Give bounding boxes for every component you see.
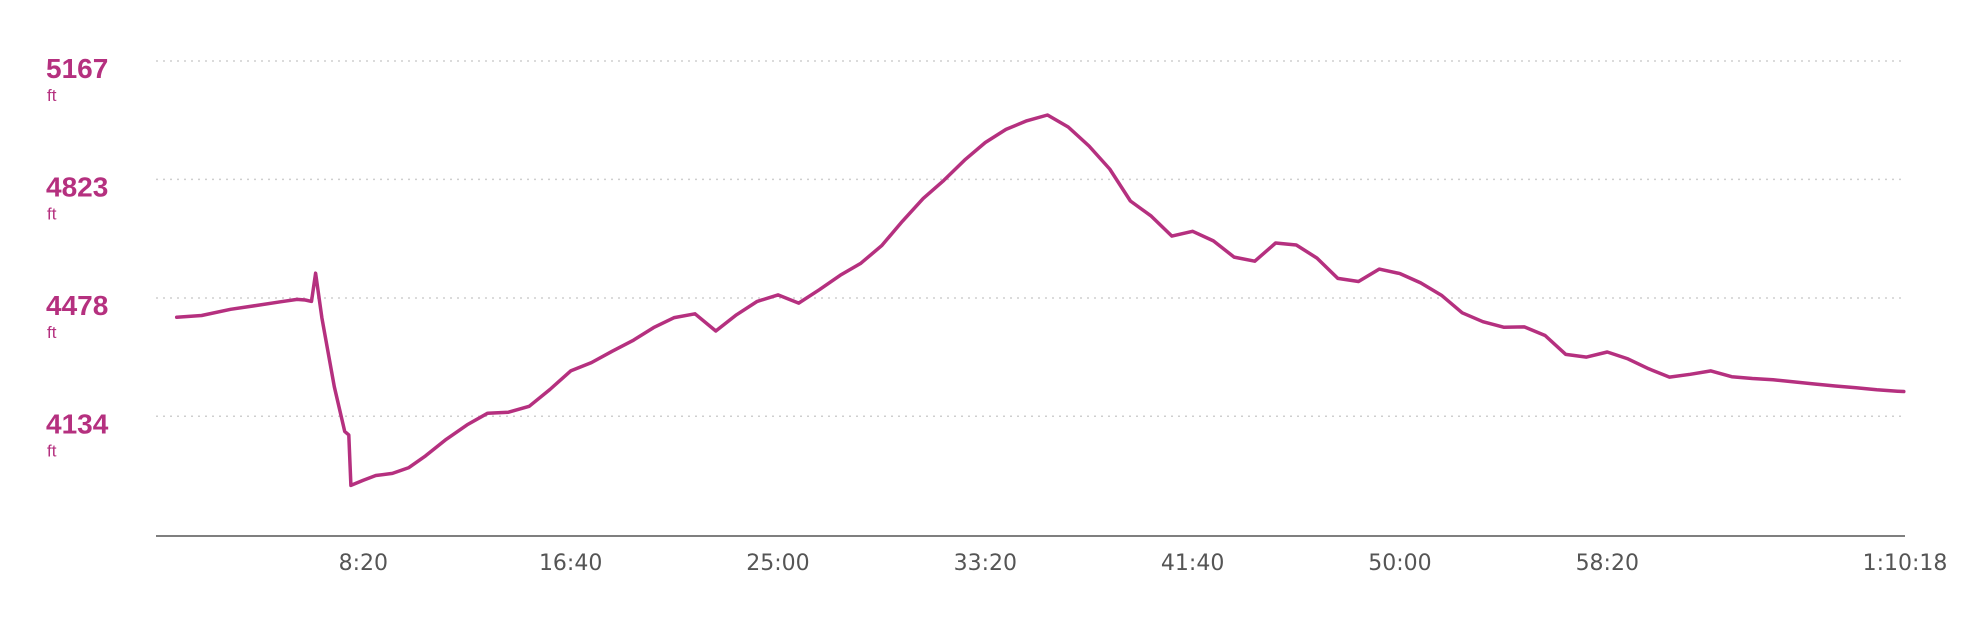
x-tick-label: 58:20 (1576, 551, 1639, 576)
y-tick-unit: ft (47, 441, 57, 460)
elevation-line (174, 113, 1906, 488)
y-tick-label: 4478 (46, 290, 108, 321)
y-tick-unit: ft (47, 323, 57, 342)
y-tick-label: 4134 (46, 408, 109, 439)
x-tick-label: 8:20 (339, 551, 388, 576)
x-tick-label: 1:10:18 (1863, 551, 1948, 576)
y-tick-unit: ft (47, 204, 57, 223)
y-axis-labels: 5167 ft 4823 ft 4478 ft 4134 ft (46, 53, 109, 460)
series-layer (174, 113, 1906, 488)
gridlines (156, 60, 1905, 418)
x-tick-label: 16:40 (539, 551, 602, 576)
x-axis-labels: 8:20 16:40 25:00 33:20 41:40 50:00 58:20 1:10:1… (339, 551, 1948, 576)
y-tick-unit: ft (47, 86, 57, 105)
x-tick-label: 33:20 (954, 551, 1017, 576)
y-tick-label: 5167 (46, 53, 108, 84)
y-tick-label: 4823 (46, 171, 108, 202)
x-tick-label: 50:00 (1368, 551, 1431, 576)
x-tick-label: 41:40 (1161, 551, 1224, 576)
x-tick-label: 25:00 (746, 551, 809, 576)
